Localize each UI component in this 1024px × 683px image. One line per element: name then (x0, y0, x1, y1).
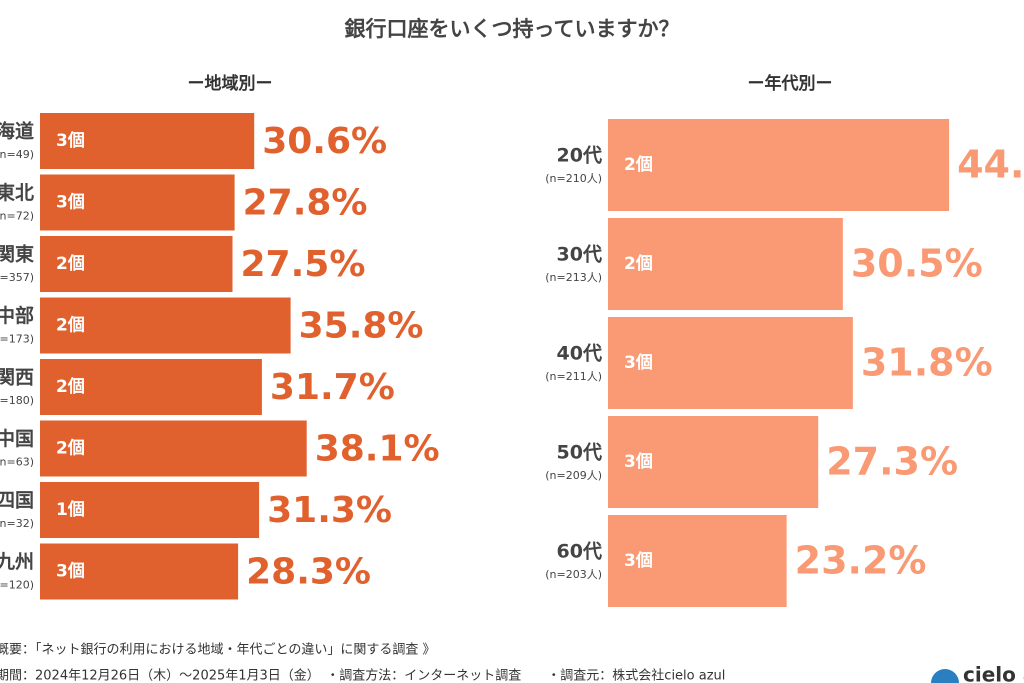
bar-label: 2個 (56, 438, 85, 459)
category-note: (n=213人) (545, 271, 602, 284)
category-label: 40代 (557, 343, 602, 365)
bar (40, 359, 262, 415)
bar (40, 236, 233, 292)
value-label: 27.8% (243, 183, 368, 224)
bar-label: 2個 (56, 315, 85, 336)
bar-label: 2個 (624, 154, 653, 175)
bar (608, 416, 819, 508)
value-label: 28.3% (246, 552, 371, 593)
bar-label: 3個 (56, 130, 85, 151)
footer-line: 調査期間：2024年12月26日（木）～2025年1月3日（金） ・調査方法：イ… (0, 668, 725, 683)
bar (40, 297, 291, 354)
bar (608, 119, 950, 211)
category-note: (n=211人) (545, 370, 602, 383)
chart-title: ー年代別ー (748, 73, 833, 94)
bar (608, 218, 843, 310)
category-label: 東北 (0, 181, 34, 204)
bar (40, 420, 307, 477)
category-note: (n=209人) (545, 469, 602, 482)
chart-title: ー地域別ー (188, 73, 273, 94)
category-note: (n=49) (0, 148, 34, 161)
bar (40, 482, 260, 538)
bar-label: 1個 (56, 499, 85, 520)
category-label: 30代 (557, 244, 602, 266)
category-note: (n=210人) (545, 172, 602, 185)
value-label: 30.6% (262, 121, 387, 162)
value-label: 27.5% (241, 244, 366, 285)
category-label: 20代 (557, 145, 602, 167)
bar-label: 3個 (624, 451, 653, 472)
footer-line: 調査概要：「ネット銀行の利用における地域・年代ごとの違い」に関する調査 》 (0, 642, 436, 658)
category-note: (n=180) (0, 394, 34, 407)
category-label: 中国 (0, 427, 34, 450)
logo: cielo azul (963, 663, 1024, 683)
value-label: 27.3% (826, 440, 958, 484)
logo-mark (931, 669, 959, 683)
bar-label: 2個 (56, 376, 85, 397)
value-label: 44.3% (957, 143, 1024, 187)
value-label: 31.8% (861, 341, 993, 385)
category-label: 四国 (0, 490, 34, 512)
category-label: 九州 (0, 551, 34, 573)
value-label: 31.3% (267, 490, 392, 531)
bar (608, 317, 853, 409)
bar-label: 2個 (624, 253, 653, 274)
value-label: 38.1% (315, 429, 440, 470)
bar (40, 543, 239, 600)
category-note: (n=357) (0, 271, 34, 284)
bar-label: 3個 (56, 561, 85, 582)
category-note: (n=203人) (545, 568, 602, 581)
bar (40, 113, 255, 169)
category-label: 60代 (557, 541, 602, 563)
value-label: 23.2% (795, 539, 927, 583)
value-label: 30.5% (851, 242, 983, 286)
category-note: (n=120) (0, 579, 34, 592)
category-label: 50代 (557, 442, 602, 464)
category-label: 関東 (0, 243, 34, 266)
bar (608, 515, 787, 607)
bar-label: 3個 (56, 192, 85, 213)
value-label: 31.7% (270, 367, 395, 408)
category-label: 関西 (0, 367, 34, 389)
category-note: (n=32) (0, 517, 34, 530)
category-note: (n=63) (0, 456, 34, 469)
bar-label: 3個 (624, 550, 653, 571)
category-label: 北海道 (0, 120, 34, 143)
bar (40, 174, 235, 231)
category-note: (n=173) (0, 333, 34, 346)
bar-label: 2個 (56, 253, 85, 274)
main-title: 銀行口座をいくつ持っていますか？ (345, 17, 680, 41)
bar-label: 3個 (624, 352, 653, 373)
value-label: 35.8% (299, 306, 424, 347)
category-label: 中部 (0, 304, 34, 327)
category-note: (n=72) (0, 210, 34, 223)
